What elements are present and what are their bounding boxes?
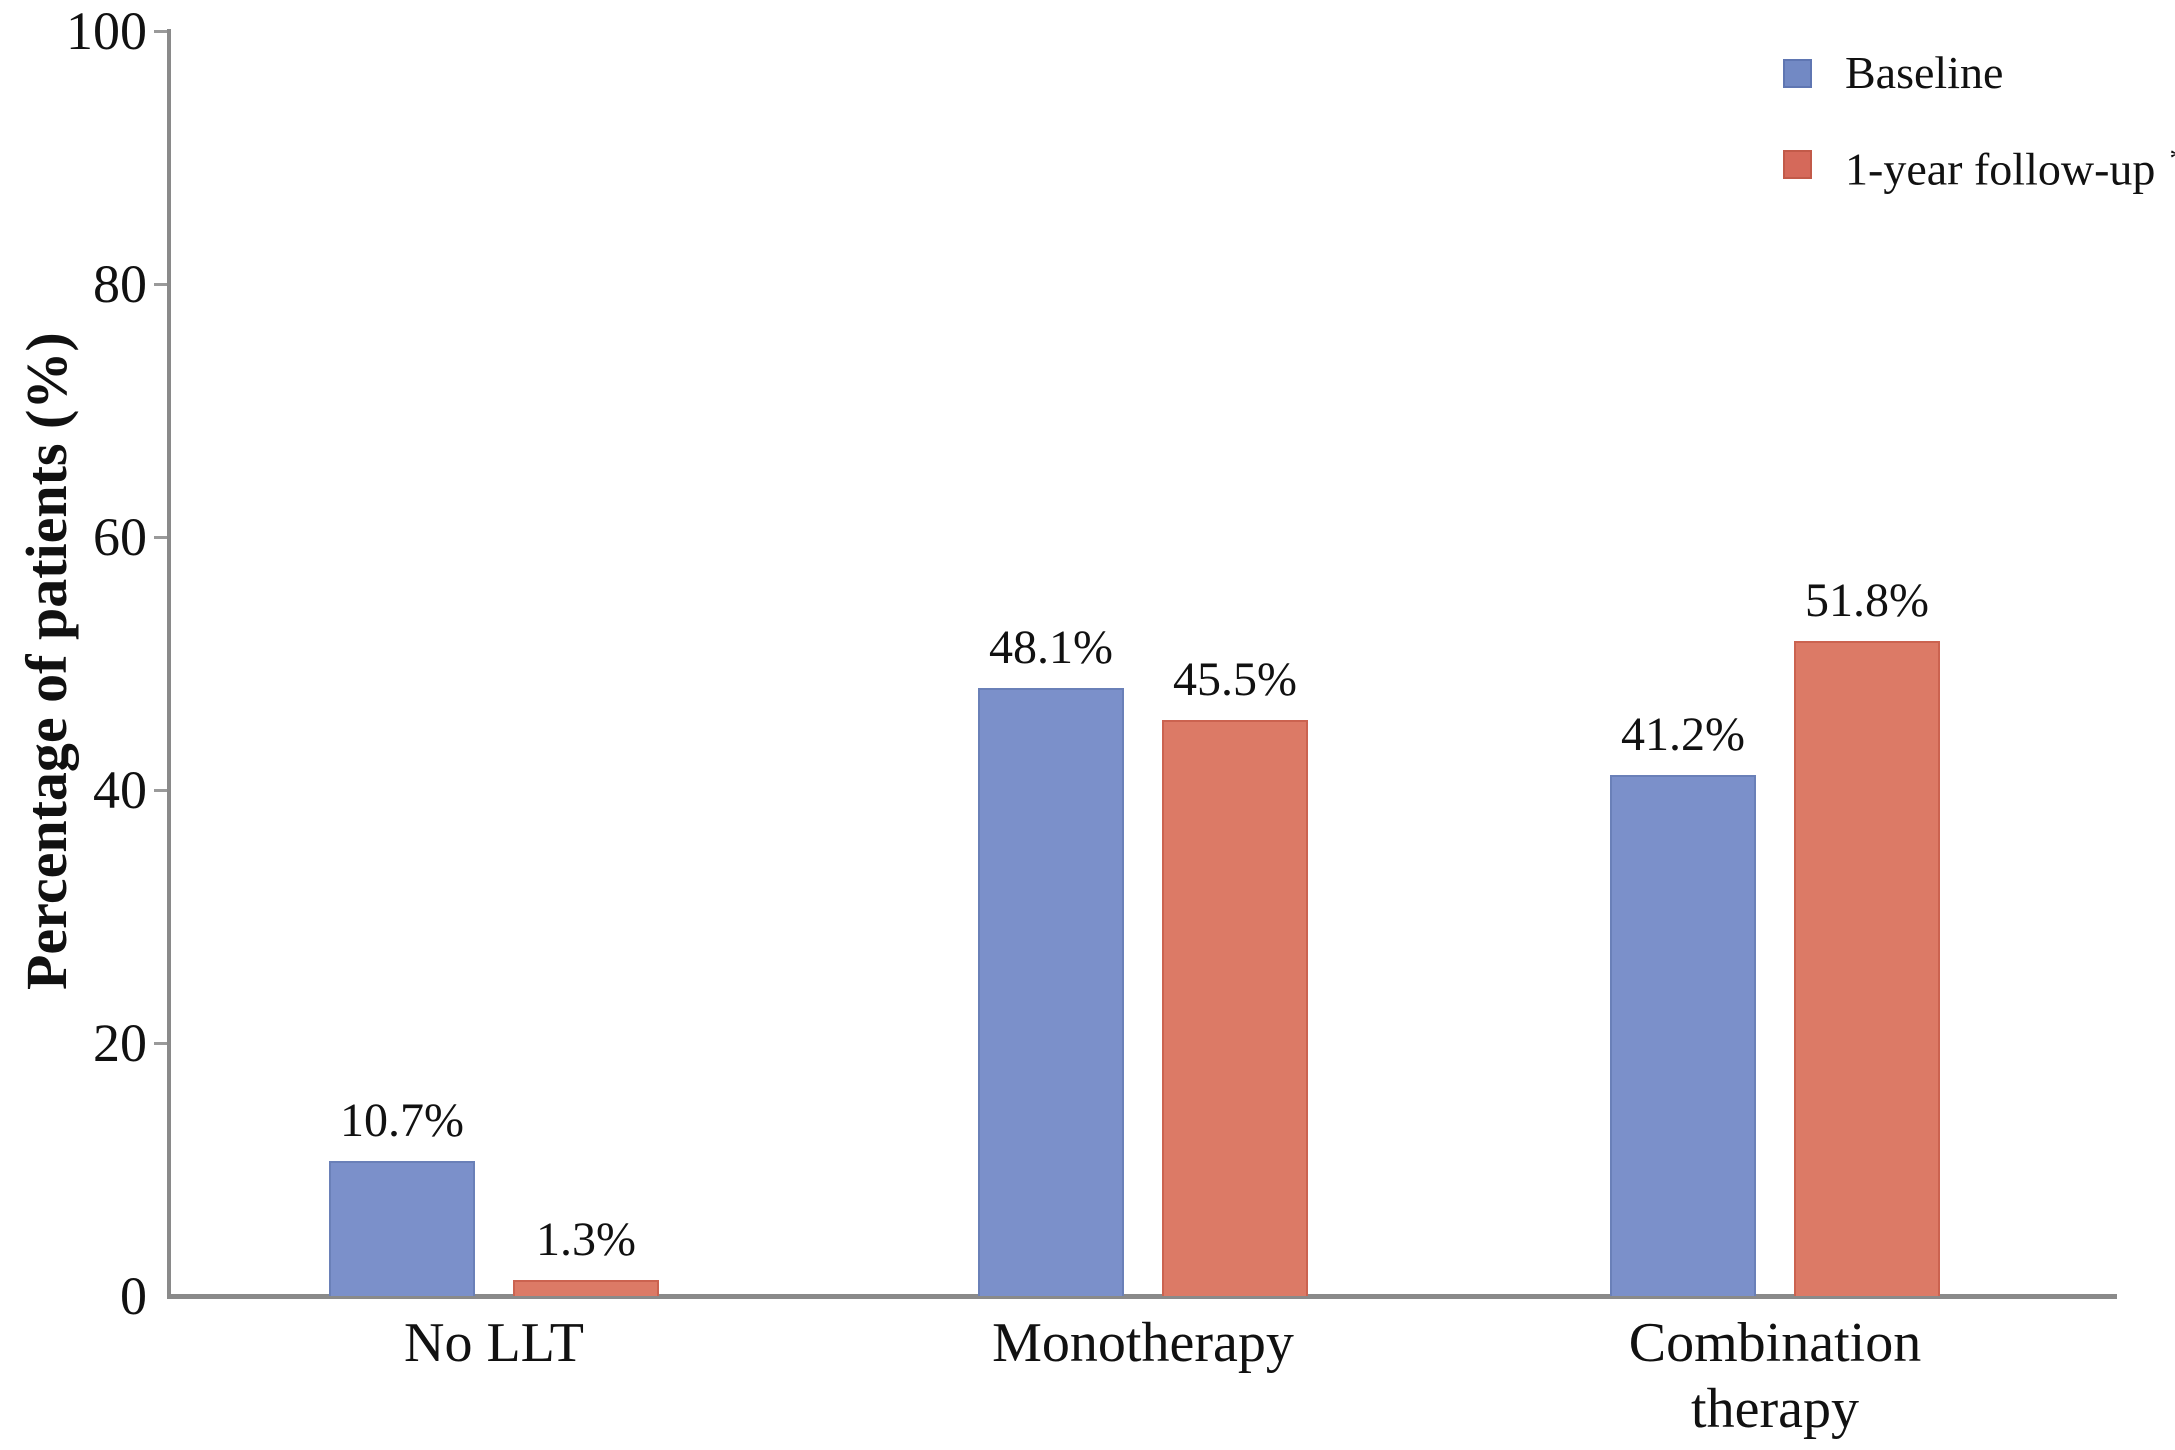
y-tick-mark-40 bbox=[154, 789, 167, 792]
bar-value-label-baseline-no-llt: 10.7% bbox=[340, 1094, 464, 1147]
x-axis-line bbox=[167, 1294, 2117, 1299]
bar-value-label-1-year-follow-up-monotherapy: 45.5% bbox=[1173, 653, 1297, 706]
y-tick-mark-100 bbox=[154, 30, 167, 33]
bar-value-label-1-year-follow-up-no-llt: 1.3% bbox=[536, 1213, 636, 1266]
y-tick-label-0: 0 bbox=[120, 1266, 147, 1326]
bar-value-label-baseline-monotherapy: 48.1% bbox=[989, 621, 1113, 674]
legend-item-1-year-follow-up: 1-year follow-up* bbox=[1783, 134, 2175, 194]
y-tick-mark-60 bbox=[154, 536, 167, 539]
bar-baseline-monotherapy bbox=[978, 688, 1124, 1296]
legend-swatch-baseline bbox=[1783, 58, 1812, 88]
legend-swatch-1-year-follow-up bbox=[1783, 149, 1812, 179]
y-tick-mark-80 bbox=[154, 283, 167, 286]
bar-value-label-1-year-follow-up-combination-therapy: 51.8% bbox=[1805, 574, 1929, 627]
bar-value-label-baseline-combination-therapy: 41.2% bbox=[1621, 708, 1745, 761]
legend-item-baseline: Baseline bbox=[1783, 45, 2003, 101]
y-tick-label-40: 40 bbox=[93, 760, 147, 820]
bar-1-year-follow-up-no-llt bbox=[513, 1280, 659, 1296]
y-tick-label-100: 100 bbox=[66, 1, 147, 61]
y-tick-label-20: 20 bbox=[93, 1013, 147, 1073]
y-tick-label-60: 60 bbox=[93, 507, 147, 567]
y-tick-mark-20 bbox=[154, 1042, 167, 1045]
bar-1-year-follow-up-monotherapy bbox=[1162, 720, 1308, 1296]
legend-asterisk-marker: * bbox=[2169, 142, 2175, 175]
y-axis-title: Percentage of patients (%) bbox=[14, 332, 79, 990]
y-axis-line bbox=[167, 29, 171, 1298]
bar-1-year-follow-up-combination-therapy bbox=[1794, 641, 1940, 1296]
bar-baseline-combination-therapy bbox=[1610, 775, 1756, 1296]
category-label-monotherapy: Monotherapy bbox=[992, 1312, 1294, 1374]
category-label-combination-therapy: Combination therapy bbox=[1628, 1312, 1922, 1440]
legend-label-1-year-follow-up: 1-year follow-up* bbox=[1845, 134, 2175, 194]
legend-label-baseline: Baseline bbox=[1845, 47, 2004, 98]
category-label-no-llt: No LLT bbox=[404, 1312, 584, 1374]
bar-baseline-no-llt bbox=[329, 1161, 475, 1296]
y-tick-label-80: 80 bbox=[93, 254, 147, 314]
